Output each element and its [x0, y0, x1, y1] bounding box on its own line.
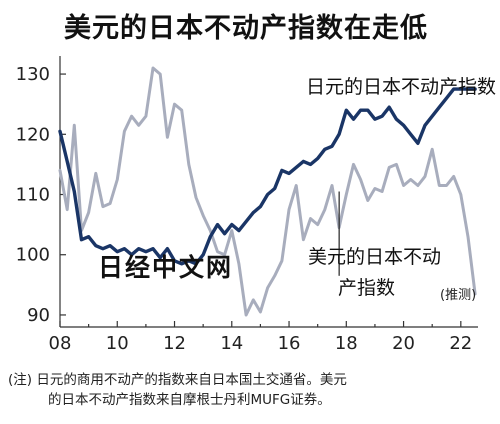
line-chart: 90 100 110 120 130 08 10 12 14 16 18 20 22 日元的日本不动产指… — [16, 56, 496, 354]
footnote-line-1: (注) 日元的商用不动产的指数来自日本国土交通省。美元 — [8, 372, 347, 388]
series-label-usd-line1: 美元的日本不动 — [308, 246, 441, 268]
y-tick-label: 110 — [16, 185, 50, 206]
axes: 90 100 110 120 130 08 10 12 14 16 18 20 22 — [16, 56, 478, 354]
x-tick-label: 20 — [392, 333, 415, 354]
x-tick-label: 12 — [163, 333, 186, 354]
x-tick-label: 22 — [449, 333, 472, 354]
y-tick-label: 130 — [16, 64, 50, 85]
x-tick-label: 08 — [49, 333, 72, 354]
y-tick-label: 100 — [16, 245, 50, 266]
chart-title: 美元的日本不动产指数在走低 — [64, 13, 428, 44]
y-tick-label: 90 — [27, 305, 50, 326]
watermark: 日经中文网 — [98, 253, 233, 282]
series-label-usd-line2: 产指数 — [338, 277, 395, 299]
x-tick-label: 14 — [220, 333, 243, 354]
series-line-yen — [58, 87, 477, 266]
footnote-line-2: 的日本不动产指数来自摩根士丹利MUFG证券。 — [48, 392, 331, 408]
x-tick-label: 18 — [335, 333, 358, 354]
series-label-yen: 日元的日本不动产指数 — [306, 76, 496, 98]
x-tick-label: 16 — [278, 333, 301, 354]
footnote: (注) 日元的商用不动产的指数来自日本国土交通省。美元 的日本不动产指数来自摩根… — [8, 370, 496, 410]
y-tick-label: 120 — [16, 124, 50, 145]
estimate-label: (推测) — [440, 288, 476, 303]
x-tick-label: 10 — [106, 333, 129, 354]
series-lines — [58, 66, 477, 317]
series-line-usd — [58, 66, 477, 317]
